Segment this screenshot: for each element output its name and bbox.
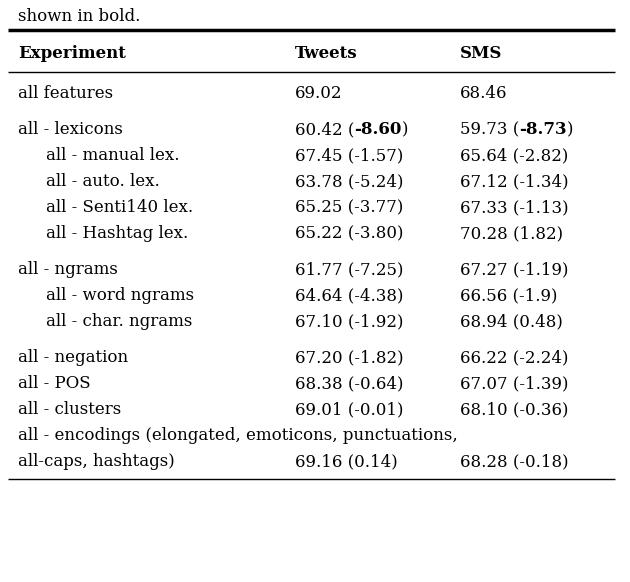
Text: ): )	[567, 121, 573, 138]
Text: all - ngrams: all - ngrams	[18, 261, 118, 278]
Text: all - Hashtag lex.: all - Hashtag lex.	[46, 225, 188, 242]
Text: 67.12 (-1.34): 67.12 (-1.34)	[460, 173, 569, 190]
Text: shown in bold.: shown in bold.	[18, 8, 140, 25]
Text: SMS: SMS	[460, 45, 502, 62]
Text: 66.56 (-1.9): 66.56 (-1.9)	[460, 287, 558, 304]
Text: ): )	[402, 121, 408, 138]
Text: all - Senti140 lex.: all - Senti140 lex.	[46, 199, 193, 216]
Text: 65.25 (-3.77): 65.25 (-3.77)	[295, 199, 403, 216]
Text: all - negation: all - negation	[18, 349, 128, 366]
Text: 67.10 (-1.92): 67.10 (-1.92)	[295, 313, 403, 330]
Text: 68.46: 68.46	[460, 85, 508, 102]
Text: all features: all features	[18, 85, 113, 102]
Text: 68.38 (-0.64): 68.38 (-0.64)	[295, 375, 403, 392]
Text: 67.20 (-1.82): 67.20 (-1.82)	[295, 349, 404, 366]
Text: all - char. ngrams: all - char. ngrams	[46, 313, 192, 330]
Text: all-caps, hashtags): all-caps, hashtags)	[18, 453, 175, 470]
Text: 67.07 (-1.39): 67.07 (-1.39)	[460, 375, 568, 392]
Text: -8.60: -8.60	[354, 121, 402, 138]
Text: 68.28 (-0.18): 68.28 (-0.18)	[460, 453, 569, 470]
Text: all - POS: all - POS	[18, 375, 91, 392]
Text: all - encodings (elongated, emoticons, punctuations,: all - encodings (elongated, emoticons, p…	[18, 427, 458, 444]
Text: 65.64 (-2.82): 65.64 (-2.82)	[460, 147, 568, 164]
Text: 65.22 (-3.80): 65.22 (-3.80)	[295, 225, 403, 242]
Text: 68.10 (-0.36): 68.10 (-0.36)	[460, 401, 568, 418]
Text: 67.45 (-1.57): 67.45 (-1.57)	[295, 147, 403, 164]
Text: 69.02: 69.02	[295, 85, 343, 102]
Text: 59.73 (: 59.73 (	[460, 121, 519, 138]
Text: all - clusters: all - clusters	[18, 401, 121, 418]
Text: 60.42 (: 60.42 (	[295, 121, 354, 138]
Text: 69.16 (0.14): 69.16 (0.14)	[295, 453, 398, 470]
Text: Tweets: Tweets	[295, 45, 358, 62]
Text: 64.64 (-4.38): 64.64 (-4.38)	[295, 287, 403, 304]
Text: 66.22 (-2.24): 66.22 (-2.24)	[460, 349, 568, 366]
Text: Experiment: Experiment	[18, 45, 126, 62]
Text: 69.01 (-0.01): 69.01 (-0.01)	[295, 401, 403, 418]
Text: 63.78 (-5.24): 63.78 (-5.24)	[295, 173, 403, 190]
Text: -8.73: -8.73	[519, 121, 567, 138]
Text: all - auto. lex.: all - auto. lex.	[46, 173, 160, 190]
Text: 70.28 (1.82): 70.28 (1.82)	[460, 225, 563, 242]
Text: 68.94 (0.48): 68.94 (0.48)	[460, 313, 563, 330]
Text: all - lexicons: all - lexicons	[18, 121, 123, 138]
Text: 61.77 (-7.25): 61.77 (-7.25)	[295, 261, 403, 278]
Text: 67.27 (-1.19): 67.27 (-1.19)	[460, 261, 568, 278]
Text: all - word ngrams: all - word ngrams	[46, 287, 194, 304]
Text: 67.33 (-1.13): 67.33 (-1.13)	[460, 199, 569, 216]
Text: all - manual lex.: all - manual lex.	[46, 147, 180, 164]
